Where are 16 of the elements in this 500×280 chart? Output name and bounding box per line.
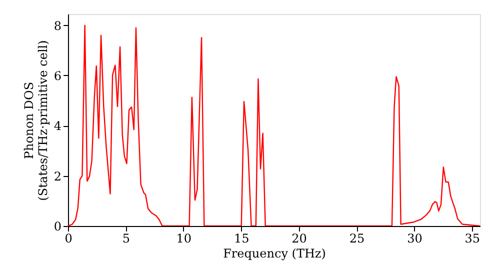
y-tick-label: 0 — [54, 220, 62, 234]
y-tick-label: 4 — [54, 119, 62, 134]
y-tick-label: 2 — [54, 169, 62, 184]
x-tick-label: 10 — [176, 232, 192, 246]
x-tick-label: 20 — [292, 232, 307, 246]
x-tick-label: 5 — [122, 232, 130, 246]
text: (States/THz·primitive cell) — [36, 40, 50, 201]
y-tick-label: 6 — [54, 68, 62, 83]
text: Phonon DOS — [22, 82, 36, 160]
x-tick-label: 0 — [64, 232, 72, 246]
x-tick-label: 25 — [349, 232, 365, 246]
x-tick-label: 35 — [464, 232, 480, 246]
x-tick-label: 15 — [234, 232, 250, 246]
y-tick-label: 8 — [54, 18, 62, 33]
x-axis-title: Frequency (THz) — [223, 246, 326, 260]
x-tick-label: 30 — [407, 232, 422, 246]
